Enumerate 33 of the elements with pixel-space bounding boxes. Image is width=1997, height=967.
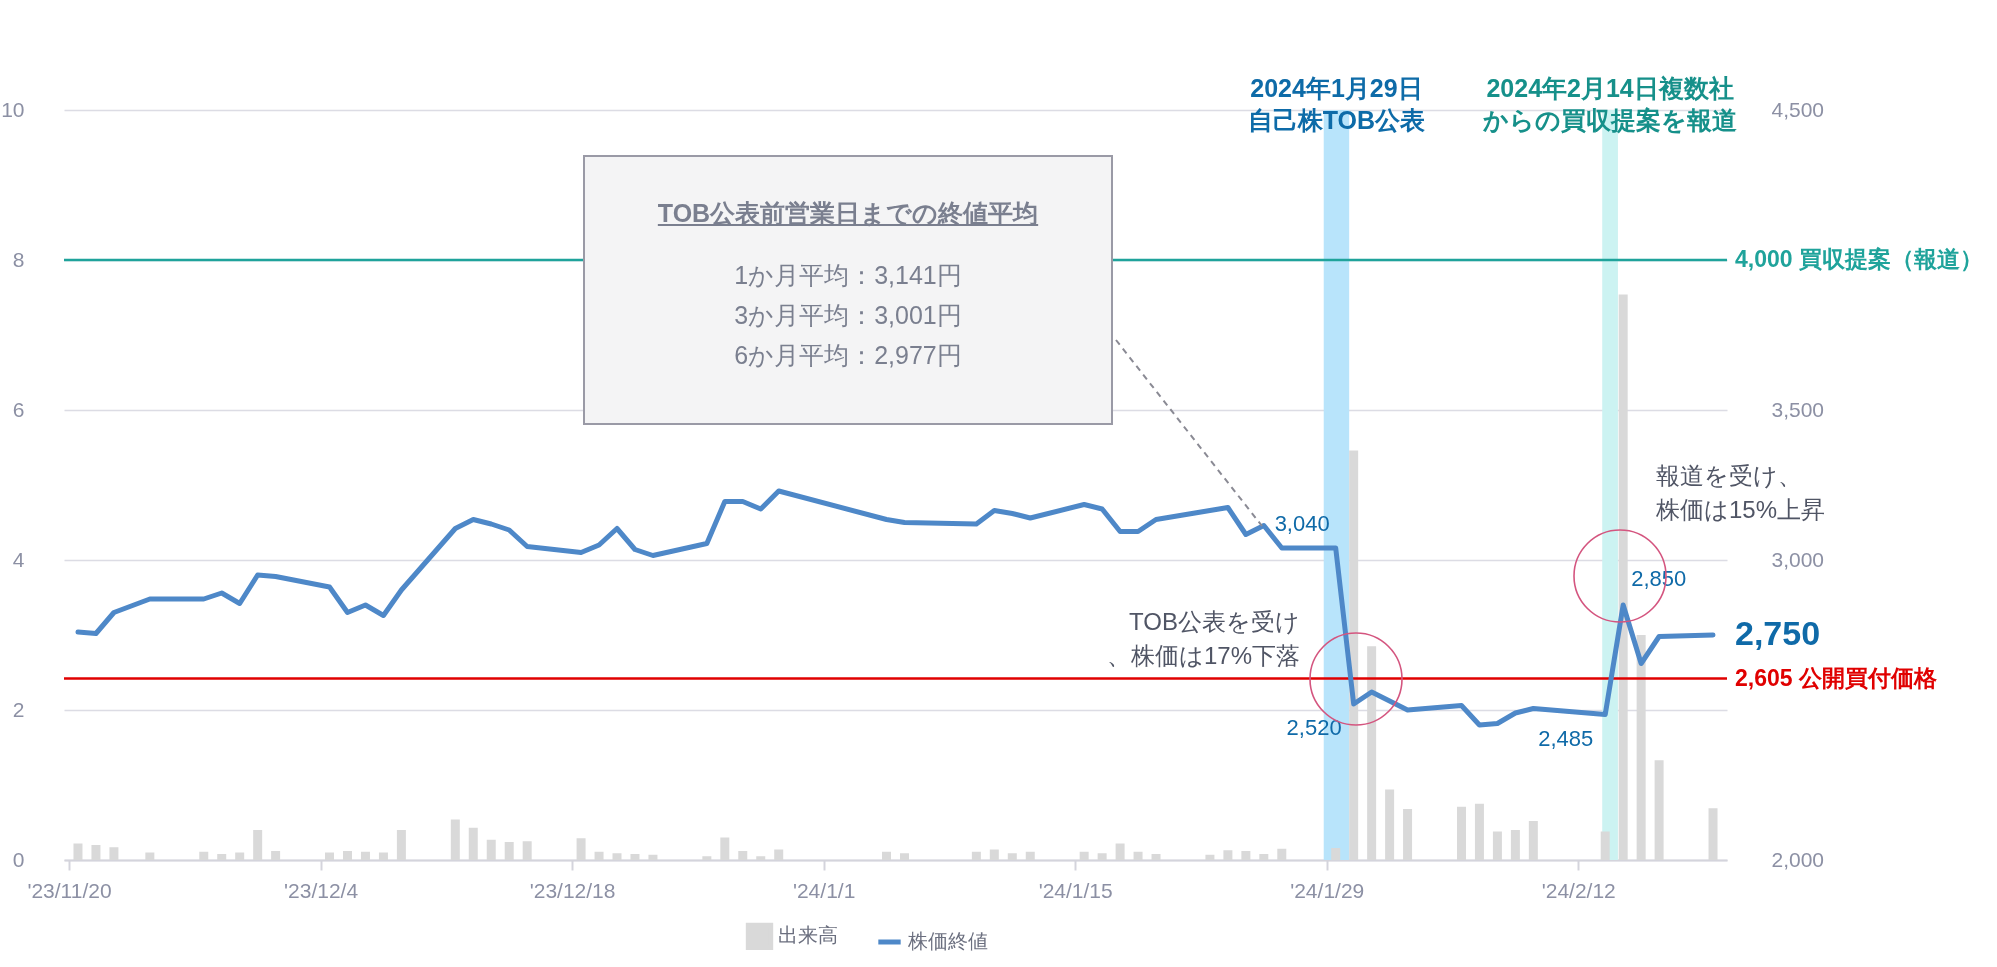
y-tick-label: 6 — [12, 397, 25, 421]
x-tick-label: '23/11/20 — [27, 878, 112, 902]
band-label: 2024年2月14日複数社からの買収提案を報道 — [1482, 74, 1738, 134]
y-tick-label: 0 — [12, 847, 25, 871]
data-label: 2,750 — [1735, 614, 1821, 652]
y-tick-label: 8 — [12, 247, 25, 271]
y2-tick-label: 3,000 — [1771, 547, 1825, 571]
annotation: TOB公表前営業日までの終値平均 — [656, 198, 1040, 229]
data-label: 3,040 — [1274, 511, 1330, 536]
x-tick-label: '23/12/18 — [529, 878, 616, 902]
ref-line-label: 4,000 買収提案（報道） — [1735, 246, 1983, 272]
y-tick-label: 2 — [12, 697, 25, 721]
x-tick-label: '24/2/12 — [1541, 878, 1616, 902]
data-label: 2,485 — [1538, 725, 1594, 751]
legend-label: 株価終値 — [906, 930, 988, 952]
band-label: 2024年1月29日自己株TOB公表 — [1247, 74, 1426, 134]
x-tick-label: '24/1/29 — [1290, 878, 1365, 902]
y2-tick-label: 2,000 — [1771, 847, 1825, 871]
x-tick-label: '24/1/1 — [792, 878, 856, 902]
y-tick-label: 10 — [1, 97, 25, 121]
annotation: 3か月平均：3,001円 — [733, 300, 963, 331]
y2-tick-label: 4,500 — [1771, 97, 1825, 121]
annotation: 6か月平均：2,977円 — [733, 340, 963, 371]
y-tick-label: 4 — [12, 547, 25, 571]
annotation: TOB公表を受け、株価は17%下落 — [1106, 608, 1300, 669]
annotation: 報道を受け、株価は15%上昇 — [1655, 462, 1826, 523]
ref-line-label: 2,605 公開買付価格 — [1735, 664, 1937, 691]
annotation: 1か月平均：3,141円 — [733, 260, 963, 291]
x-tick-label: '23/12/4 — [284, 878, 359, 902]
data-label: 2,520 — [1286, 715, 1342, 740]
legend-label: 出来高 — [777, 924, 838, 947]
y2-tick-label: 3,500 — [1771, 397, 1825, 421]
x-tick-label: '24/1/15 — [1038, 878, 1113, 902]
